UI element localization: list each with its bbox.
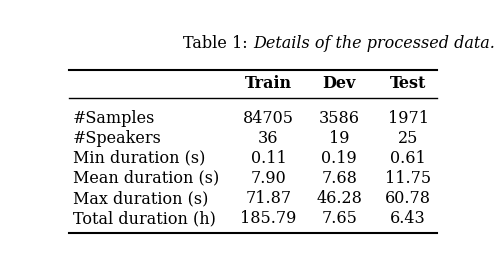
Text: #Speakers: #Speakers bbox=[73, 130, 162, 147]
Text: 7.90: 7.90 bbox=[250, 170, 287, 187]
Text: 60.78: 60.78 bbox=[385, 190, 431, 207]
Text: 6.43: 6.43 bbox=[390, 210, 426, 227]
Text: Table 1:: Table 1: bbox=[183, 35, 253, 52]
Text: Max duration (s): Max duration (s) bbox=[73, 190, 208, 207]
Text: 185.79: 185.79 bbox=[240, 210, 297, 227]
Text: Test: Test bbox=[390, 75, 426, 92]
Text: 7.68: 7.68 bbox=[322, 170, 357, 187]
Text: 0.11: 0.11 bbox=[250, 150, 287, 167]
Text: Total duration (h): Total duration (h) bbox=[73, 210, 216, 227]
Text: 11.75: 11.75 bbox=[385, 170, 431, 187]
Text: Details of the processed data.: Details of the processed data. bbox=[253, 35, 494, 52]
Text: 1971: 1971 bbox=[388, 110, 429, 127]
Text: 36: 36 bbox=[258, 130, 279, 147]
Text: 3586: 3586 bbox=[319, 110, 360, 127]
Text: 25: 25 bbox=[398, 130, 418, 147]
Text: #Samples: #Samples bbox=[73, 110, 156, 127]
Text: Min duration (s): Min duration (s) bbox=[73, 150, 206, 167]
Text: 84705: 84705 bbox=[243, 110, 294, 127]
Text: 46.28: 46.28 bbox=[316, 190, 362, 207]
Text: 7.65: 7.65 bbox=[322, 210, 357, 227]
Text: 0.61: 0.61 bbox=[390, 150, 426, 167]
Text: Mean duration (s): Mean duration (s) bbox=[73, 170, 219, 187]
Text: Dev: Dev bbox=[323, 75, 356, 92]
Text: Train: Train bbox=[245, 75, 292, 92]
Text: 19: 19 bbox=[329, 130, 350, 147]
Text: 0.19: 0.19 bbox=[322, 150, 357, 167]
Text: 71.87: 71.87 bbox=[246, 190, 291, 207]
